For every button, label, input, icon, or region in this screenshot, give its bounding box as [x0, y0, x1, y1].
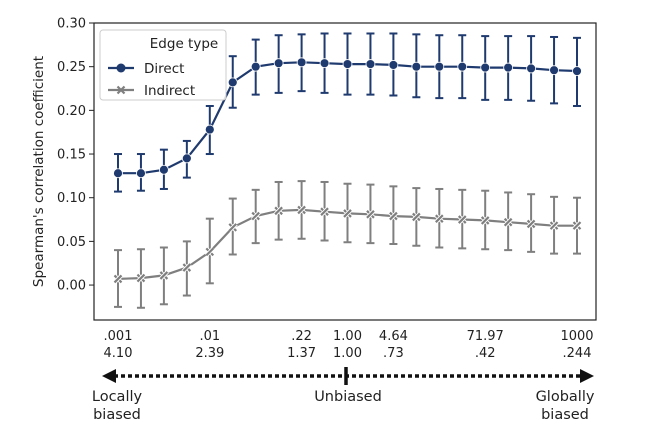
legend-entry-indirect: Indirect — [144, 83, 195, 99]
x-tick-label-bottom: 4.10 — [104, 346, 133, 361]
data-point — [113, 168, 123, 179]
data-point — [526, 218, 537, 229]
data-point — [480, 215, 491, 226]
legend-marker — [116, 85, 126, 95]
data-point — [319, 206, 330, 217]
data-point — [365, 209, 376, 220]
legend-title: Edge type — [150, 36, 218, 52]
data-point — [572, 66, 582, 76]
x-tick-label-bottom: 2.39 — [195, 346, 224, 361]
data-point — [434, 61, 445, 72]
data-point — [296, 205, 307, 215]
data-point — [549, 65, 559, 76]
x-tick-label-bottom: 1.37 — [287, 346, 316, 361]
data-point — [158, 270, 169, 281]
data-point — [411, 61, 422, 72]
data-point — [204, 124, 215, 135]
data-point — [388, 60, 399, 70]
x-tick-label-bottom: .244 — [563, 346, 592, 361]
data-point — [136, 168, 146, 179]
data-point — [113, 274, 123, 284]
data-point — [319, 58, 330, 69]
right-arrowhead — [580, 369, 594, 383]
y-tick-label: 0.15 — [57, 148, 86, 163]
x-tick-label-top: .01 — [199, 329, 220, 344]
data-point — [503, 217, 514, 228]
data-point — [273, 58, 284, 69]
x-tick-label-top: .22 — [291, 329, 312, 344]
left-arrowhead — [102, 369, 116, 383]
data-point — [181, 262, 192, 273]
x-tick-label-bottom: .42 — [475, 346, 496, 361]
data-point — [388, 211, 399, 221]
plot-frame — [93, 22, 597, 321]
data-point — [204, 246, 215, 257]
x-tick-label-top: 1.00 — [333, 329, 362, 344]
data-point — [526, 63, 536, 74]
data-point — [181, 153, 192, 164]
data-point — [503, 62, 514, 73]
x-tick-label-top: .001 — [104, 329, 133, 344]
legend-marker — [116, 63, 126, 73]
y-tick-label: 0.00 — [57, 279, 86, 294]
x-tick-label-top: 71.97 — [467, 329, 504, 344]
data-point — [342, 59, 353, 69]
data-point — [250, 61, 261, 72]
data-point — [457, 214, 468, 225]
y-tick-label: 0.20 — [57, 104, 86, 119]
unbiased-label: Unbiased — [314, 389, 382, 405]
x-tick-label-top: 1000 — [560, 329, 593, 344]
x-tick-label-top: 4.64 — [379, 329, 408, 344]
data-point — [572, 220, 582, 231]
data-point — [549, 220, 559, 231]
legend-box — [99, 29, 227, 101]
y-axis-label: Spearman's correlation coefficient — [31, 56, 47, 287]
data-point — [227, 77, 238, 88]
x-tick-label-bottom: .73 — [383, 346, 404, 361]
data-point — [480, 62, 491, 73]
x-tick-label-bottom: 1.00 — [333, 346, 362, 361]
y-tick-label: 0.25 — [57, 60, 86, 75]
data-point — [457, 61, 468, 72]
data-point — [411, 212, 422, 222]
y-tick-label: 0.05 — [57, 235, 86, 250]
locally-biased-label: Locally biased — [91, 389, 143, 423]
data-point — [158, 164, 169, 175]
data-point — [342, 208, 353, 219]
legend-entry-direct: Direct — [144, 61, 184, 77]
y-tick-label: 0.10 — [57, 191, 86, 206]
y-tick-label: 0.30 — [57, 17, 86, 32]
globally-biased-label: Globally biased — [535, 389, 595, 423]
data-point — [296, 57, 307, 68]
data-point — [365, 59, 376, 69]
data-point — [434, 213, 445, 224]
data-point — [136, 273, 146, 283]
data-point — [273, 205, 284, 216]
data-point — [227, 222, 238, 233]
data-point — [250, 211, 261, 221]
